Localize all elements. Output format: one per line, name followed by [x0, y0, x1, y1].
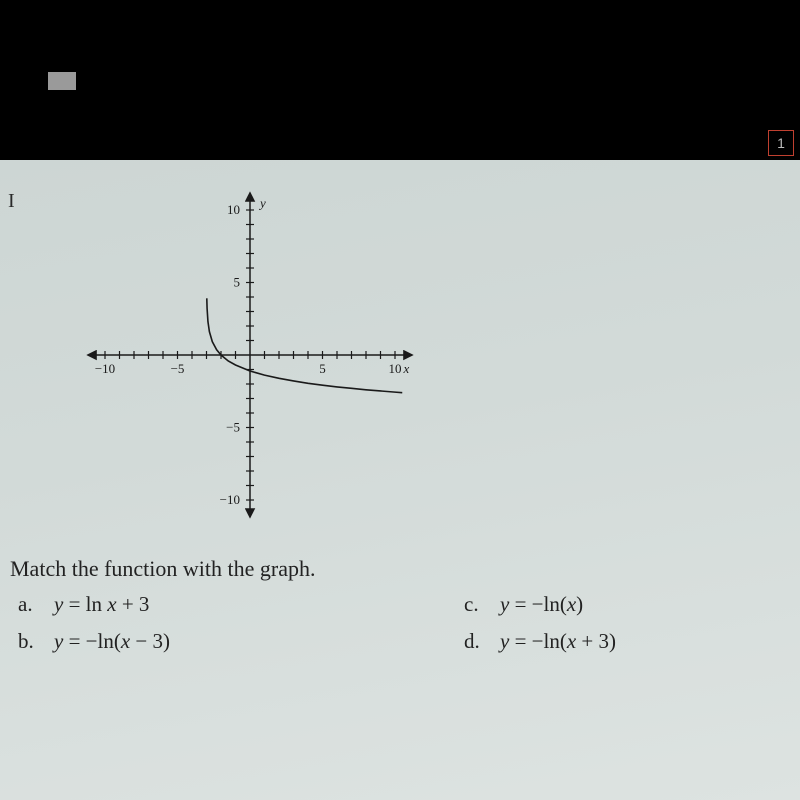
function-graph: −10−5510−10−5510xy: [60, 170, 440, 540]
svg-text:−5: −5: [226, 420, 240, 435]
option-d[interactable]: d. y = −ln(x + 3): [464, 629, 790, 654]
question-prompt: Match the function with the graph.: [10, 556, 790, 582]
top-black-bar: 1: [0, 0, 800, 160]
question-block: Match the function with the graph. a. y …: [10, 550, 790, 654]
svg-text:x: x: [403, 361, 410, 376]
option-letter: a.: [18, 592, 36, 617]
option-c[interactable]: c. y = −ln(x): [464, 592, 790, 617]
page-indicator: 1: [768, 130, 794, 156]
option-text: y = −ln(x − 3): [54, 629, 170, 654]
option-text: y = ln x + 3: [54, 592, 149, 617]
svg-text:−10: −10: [95, 361, 115, 376]
option-letter: d.: [464, 629, 482, 654]
option-letter: b.: [18, 629, 36, 654]
svg-text:−5: −5: [171, 361, 185, 376]
page-content: I −10−5510−10−5510xy Match the function …: [0, 160, 800, 800]
svg-text:10: 10: [389, 361, 402, 376]
text-cursor-mark: I: [8, 190, 15, 213]
svg-text:10: 10: [227, 202, 240, 217]
grey-thumbnail: [48, 72, 76, 90]
svg-text:−10: −10: [220, 492, 240, 507]
answer-options: a. y = ln x + 3 c. y = −ln(x) b. y = −ln…: [18, 592, 790, 654]
option-letter: c.: [464, 592, 482, 617]
option-text: y = −ln(x): [500, 592, 583, 617]
chart-svg: −10−5510−10−5510xy: [60, 170, 440, 540]
option-b[interactable]: b. y = −ln(x − 3): [18, 629, 344, 654]
svg-text:y: y: [258, 196, 266, 211]
svg-text:5: 5: [234, 275, 241, 290]
option-text: y = −ln(x + 3): [500, 629, 616, 654]
svg-text:5: 5: [319, 361, 326, 376]
option-a[interactable]: a. y = ln x + 3: [18, 592, 344, 617]
